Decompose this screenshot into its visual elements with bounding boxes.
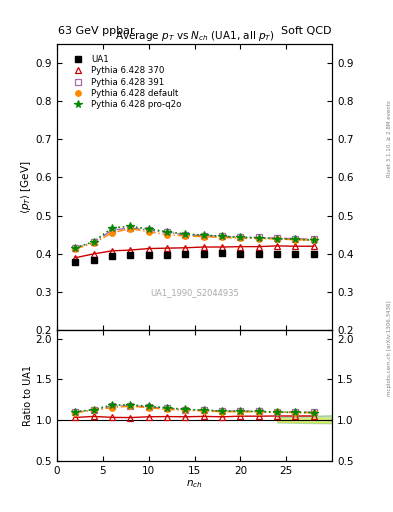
Pythia 6.428 pro-q2o	[275, 236, 279, 242]
Pythia 6.428 default	[256, 236, 261, 242]
Line: UA1: UA1	[72, 250, 317, 265]
Pythia 6.428 370	[110, 248, 114, 254]
Line: Pythia 6.428 391: Pythia 6.428 391	[72, 225, 317, 251]
Text: 63 GeV ppbar: 63 GeV ppbar	[58, 26, 135, 36]
Text: Rivet 3.1.10, ≥ 2.8M events: Rivet 3.1.10, ≥ 2.8M events	[387, 100, 391, 177]
Pythia 6.428 391	[165, 229, 169, 236]
Pythia 6.428 391	[183, 232, 188, 238]
Pythia 6.428 pro-q2o	[201, 232, 206, 238]
Pythia 6.428 pro-q2o	[183, 231, 188, 237]
Pythia 6.428 pro-q2o	[146, 226, 151, 232]
Pythia 6.428 391	[293, 236, 298, 242]
UA1	[165, 251, 169, 258]
Pythia 6.428 370	[73, 254, 78, 261]
UA1	[128, 251, 133, 258]
Pythia 6.428 391	[91, 239, 96, 245]
Pythia 6.428 default	[73, 246, 78, 252]
UA1	[275, 250, 279, 257]
Pythia 6.428 391	[201, 232, 206, 239]
UA1	[73, 259, 78, 265]
Title: Average $p_T$ vs $N_{ch}$ (UA1, all $p_T$): Average $p_T$ vs $N_{ch}$ (UA1, all $p_T…	[115, 29, 274, 44]
Pythia 6.428 pro-q2o	[165, 229, 169, 235]
Text: mcplots.cern.ch [arXiv:1306.3436]: mcplots.cern.ch [arXiv:1306.3436]	[387, 301, 391, 396]
Legend: UA1, Pythia 6.428 370, Pythia 6.428 391, Pythia 6.428 default, Pythia 6.428 pro-: UA1, Pythia 6.428 370, Pythia 6.428 391,…	[67, 54, 183, 111]
Pythia 6.428 default	[275, 236, 279, 242]
Line: Pythia 6.428 370: Pythia 6.428 370	[72, 243, 317, 261]
Pythia 6.428 default	[183, 233, 188, 239]
Pythia 6.428 370	[91, 251, 96, 257]
UA1	[146, 251, 151, 258]
Pythia 6.428 391	[311, 237, 316, 243]
Pythia 6.428 391	[256, 234, 261, 241]
Pythia 6.428 370	[311, 243, 316, 249]
Pythia 6.428 370	[275, 243, 279, 249]
UA1	[201, 251, 206, 257]
Pythia 6.428 370	[293, 243, 298, 249]
Pythia 6.428 pro-q2o	[220, 233, 224, 240]
Pythia 6.428 391	[238, 234, 243, 240]
Pythia 6.428 391	[146, 227, 151, 233]
Pythia 6.428 default	[201, 233, 206, 240]
Pythia 6.428 370	[201, 244, 206, 250]
Pythia 6.428 default	[165, 232, 169, 238]
UA1	[220, 250, 224, 256]
Pythia 6.428 370	[165, 245, 169, 251]
Pythia 6.428 pro-q2o	[311, 237, 316, 243]
Pythia 6.428 default	[128, 226, 133, 232]
Pythia 6.428 pro-q2o	[91, 239, 96, 245]
Pythia 6.428 391	[73, 245, 78, 251]
UA1	[183, 251, 188, 257]
Pythia 6.428 391	[128, 225, 133, 231]
UA1	[311, 251, 316, 257]
Pythia 6.428 default	[146, 229, 151, 235]
Pythia 6.428 391	[275, 235, 279, 241]
Y-axis label: Ratio to UA1: Ratio to UA1	[23, 365, 33, 426]
X-axis label: $n_{ch}$: $n_{ch}$	[186, 478, 203, 490]
Pythia 6.428 default	[110, 230, 114, 236]
Pythia 6.428 default	[91, 240, 96, 246]
Pythia 6.428 default	[293, 237, 298, 243]
Pythia 6.428 default	[311, 237, 316, 243]
Pythia 6.428 pro-q2o	[293, 237, 298, 243]
Pythia 6.428 391	[220, 233, 224, 240]
Pythia 6.428 pro-q2o	[128, 223, 133, 229]
Text: UA1_1990_S2044935: UA1_1990_S2044935	[150, 289, 239, 297]
UA1	[238, 251, 243, 257]
Pythia 6.428 pro-q2o	[238, 234, 243, 241]
Pythia 6.428 default	[220, 234, 224, 241]
Pythia 6.428 370	[183, 245, 188, 251]
UA1	[293, 251, 298, 257]
UA1	[256, 251, 261, 257]
Pythia 6.428 370	[128, 247, 133, 253]
UA1	[91, 258, 96, 264]
Line: Pythia 6.428 default: Pythia 6.428 default	[73, 226, 316, 252]
Pythia 6.428 370	[146, 245, 151, 251]
Text: Soft QCD: Soft QCD	[281, 26, 331, 36]
Pythia 6.428 pro-q2o	[256, 235, 261, 241]
Pythia 6.428 pro-q2o	[73, 245, 78, 251]
Line: Pythia 6.428 pro-q2o: Pythia 6.428 pro-q2o	[72, 223, 318, 251]
Y-axis label: $\langle p_T \rangle$ [GeV]: $\langle p_T \rangle$ [GeV]	[19, 160, 33, 214]
UA1	[110, 253, 114, 259]
Pythia 6.428 370	[238, 244, 243, 250]
Pythia 6.428 default	[238, 235, 243, 241]
Pythia 6.428 391	[110, 227, 114, 233]
Pythia 6.428 pro-q2o	[110, 225, 114, 231]
Pythia 6.428 370	[220, 244, 224, 250]
Pythia 6.428 370	[256, 244, 261, 250]
